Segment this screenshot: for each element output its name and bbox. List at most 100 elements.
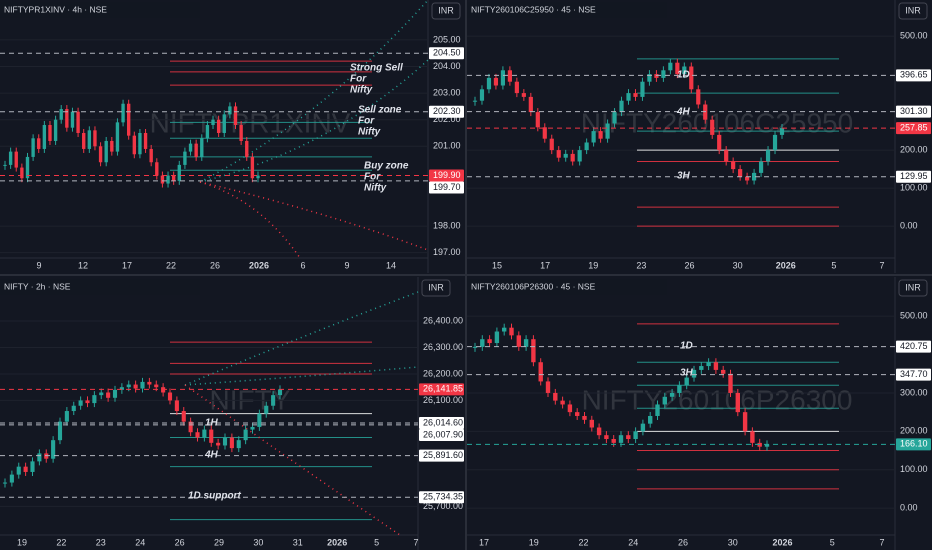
- candle: [758, 161, 764, 173]
- candle: [132, 135, 136, 155]
- y-tick-label: 204.00: [433, 61, 461, 71]
- candle: [87, 130, 92, 149]
- y-tick-label: 26,400.00: [423, 315, 463, 325]
- candle: [560, 400, 565, 405]
- y-tick-label: 26,100.00: [423, 395, 463, 405]
- candle: [764, 444, 770, 447]
- candle: [699, 366, 704, 370]
- candle: [222, 114, 226, 133]
- x-tick-label: 9: [36, 260, 41, 270]
- candle: [779, 128, 785, 135]
- candle: [181, 411, 186, 422]
- candle: [30, 461, 35, 472]
- candle: [76, 111, 80, 133]
- candle: [2, 482, 8, 484]
- candle: [648, 415, 653, 424]
- price-tag-label: 420.75: [900, 341, 928, 351]
- candle: [112, 389, 118, 398]
- x-tick-label: 22: [166, 260, 176, 270]
- annotation: 4H: [676, 107, 691, 118]
- x-tick-label: 17: [540, 260, 550, 270]
- candle: [256, 175, 260, 179]
- price-tag-label: 26,014.60: [423, 417, 463, 427]
- candle: [486, 77, 492, 90]
- candle: [233, 106, 238, 126]
- candle: [633, 431, 638, 440]
- candle: [772, 134, 778, 151]
- candle: [538, 362, 543, 382]
- price-tag-label: 301.30: [900, 106, 928, 116]
- candle: [728, 373, 733, 393]
- x-tick-label: 30: [733, 260, 743, 270]
- x-tick-label: 24: [628, 537, 638, 547]
- currency-label: INR: [905, 282, 921, 292]
- candle: [85, 400, 90, 404]
- x-tick-label: 30: [253, 537, 263, 547]
- annotation: 1H: [205, 418, 219, 429]
- price-tag: [896, 170, 931, 183]
- y-tick-label: 200.00: [900, 426, 928, 436]
- candle: [42, 125, 47, 149]
- candle: [640, 81, 645, 97]
- candle: [745, 176, 750, 181]
- candle: [535, 112, 540, 128]
- price-tag: [429, 47, 464, 60]
- candle: [710, 119, 715, 135]
- price-tag-label: 204.50: [433, 48, 461, 58]
- candle: [20, 167, 24, 179]
- candle: [507, 70, 512, 82]
- candle: [523, 339, 529, 347]
- candle: [209, 429, 214, 443]
- candle: [563, 153, 568, 158]
- candle: [37, 453, 42, 462]
- price-tag: [429, 181, 464, 194]
- annotation: For: [364, 172, 381, 183]
- candle: [140, 381, 145, 389]
- candle: [149, 148, 153, 163]
- candle: [514, 81, 519, 94]
- annotation: Strong Sell: [350, 63, 403, 74]
- price-tag: [419, 383, 464, 396]
- candle: [633, 93, 638, 97]
- y-tick-label: 100.00: [900, 464, 928, 474]
- annotation: 3H: [680, 368, 694, 379]
- candle: [472, 100, 478, 102]
- y-tick-label: 197.00: [433, 247, 461, 257]
- candle: [59, 109, 63, 120]
- y-tick-label: 198.00: [433, 220, 461, 230]
- candle: [742, 412, 748, 432]
- candle: [654, 74, 659, 78]
- x-tick-label: 26: [175, 537, 185, 547]
- projection-curve: [184, 291, 419, 386]
- candle: [605, 123, 610, 139]
- candle: [171, 175, 176, 181]
- candle: [487, 339, 492, 344]
- candle: [582, 415, 587, 420]
- candle: [138, 132, 142, 155]
- candle: [577, 150, 582, 162]
- candle: [619, 100, 624, 113]
- candle: [183, 151, 187, 165]
- price-tag-label: 25,891.60: [423, 450, 463, 460]
- candle: [696, 89, 701, 105]
- candle: [245, 140, 249, 157]
- price-tag: [419, 449, 464, 462]
- x-tick-label: 15: [492, 260, 502, 270]
- candle: [188, 143, 193, 152]
- candle: [549, 138, 554, 151]
- currency-box: [421, 279, 451, 297]
- candle: [661, 70, 666, 78]
- currency-box: [898, 2, 928, 20]
- candle: [70, 111, 75, 128]
- candle: [188, 421, 193, 433]
- annotation: For: [350, 74, 367, 85]
- annotation: 4H: [204, 450, 219, 461]
- x-tick-label: 30: [728, 537, 738, 547]
- x-tick-label: 2026: [249, 260, 269, 270]
- projection-curve: [199, 59, 429, 183]
- candle: [71, 405, 76, 412]
- candle: [500, 70, 506, 86]
- candle: [127, 103, 131, 136]
- price-tag-label: 129.95: [900, 171, 928, 181]
